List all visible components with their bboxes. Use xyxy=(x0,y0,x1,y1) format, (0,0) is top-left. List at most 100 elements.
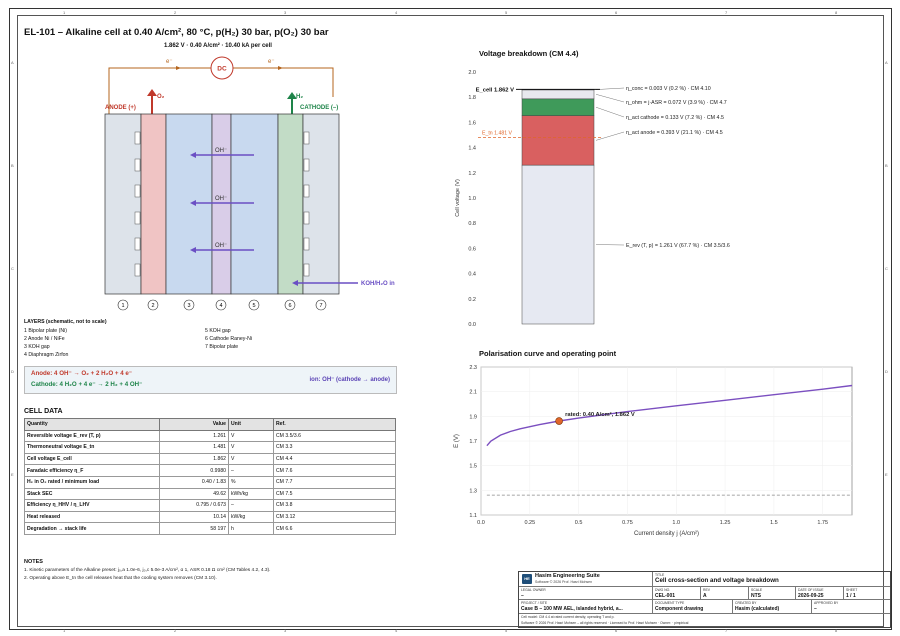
cell-quantity: Heat released xyxy=(24,510,160,524)
y-tick-label: 1.3 xyxy=(469,488,477,494)
external-circuit-wire-right xyxy=(233,67,334,97)
zone-label-v: D xyxy=(885,369,888,374)
zone-label-h: 6 xyxy=(615,628,618,633)
zone-label-h: 4 xyxy=(395,10,398,15)
leader-line xyxy=(595,87,625,90)
notes-title: NOTES xyxy=(24,559,43,565)
tb-doctype-label: DOCUMENT TYPE xyxy=(655,601,685,605)
zone-label-h: 1 xyxy=(63,628,66,633)
tb-created-label: CREATED BY xyxy=(735,601,757,605)
zone-label-h: 2 xyxy=(174,628,177,633)
cell-value: 0.795 / 0.673 xyxy=(159,499,229,512)
tb-date-value: 2026-09-25 xyxy=(798,593,824,599)
tb-title-value: Cell cross-section and voltage breakdown xyxy=(655,577,779,584)
anode-reaction: Anode: 4 OH⁻ → O₂ + 2 H₂O + 4 e⁻ xyxy=(31,370,133,377)
cell-unit: – xyxy=(228,464,274,477)
tb-dwg-label: DWG NO. xyxy=(655,588,671,592)
tb-date: DATE OF ISSUE 2026-09-25 xyxy=(796,587,844,600)
y-tick-label: 0.6 xyxy=(468,246,476,252)
title-block: HE Hasim Engineering Suite Software © 20… xyxy=(518,571,891,628)
tb-dwg-value: CEL-001 xyxy=(655,593,676,599)
drawing-border xyxy=(9,8,892,630)
dc-source-icon xyxy=(210,56,234,80)
layer-item: 7 Bipolar plate xyxy=(205,344,239,350)
y-tick-label: 1.8 xyxy=(468,95,476,101)
cell-quantity: Thermoneutral voltage E_tn xyxy=(24,441,160,454)
y-tick-label: 1.6 xyxy=(468,120,476,126)
table-row: Heat released 10.14 kW/kg CM 3.12 xyxy=(24,510,396,524)
layer-number-markers: 1 2 3 4 5 6 7 xyxy=(117,299,327,311)
reactions-box: Anode: 4 OH⁻ → O₂ + 2 H₂O + 4 e⁻ Cathode… xyxy=(24,366,397,394)
tb-sheet-value: 1 / 1 xyxy=(846,593,856,599)
y-tick-label: 0.8 xyxy=(468,221,476,227)
y-tick-label: 0.0 xyxy=(468,322,476,328)
zone-label-h: 7 xyxy=(725,628,728,633)
zone-label-h: 3 xyxy=(284,628,287,633)
tb-footnote-2: Software © 2026 Prof. Hasri Mohsen – all… xyxy=(521,621,689,625)
bipolar-channels xyxy=(134,131,310,277)
e-tn-label: E_tn 1.481 V xyxy=(482,130,513,136)
tb-owner-value: – xyxy=(521,593,524,599)
tb-scale-value: NTS xyxy=(751,593,761,599)
zone-label-h: 4 xyxy=(395,628,398,633)
zone-label-h: 2 xyxy=(174,10,177,15)
cell-ref: CM 7.6 xyxy=(273,464,396,477)
layer-item: 3 KOH gap xyxy=(24,344,50,350)
tb-doctype: DOCUMENT TYPE Component drawing xyxy=(653,600,733,614)
bar-segment xyxy=(521,89,595,100)
bar-segment xyxy=(521,164,595,325)
cell-unit: kWh/kg xyxy=(228,487,274,501)
electron-left-label: e⁻ xyxy=(166,59,173,65)
y-tick-label: 1.0 xyxy=(468,196,476,202)
cell-value: 1.481 xyxy=(159,441,229,454)
y-axis-label: E (V) xyxy=(454,434,460,448)
y-tick-label: 1.2 xyxy=(468,171,476,177)
tb-created-value: Hasim (calculated) xyxy=(735,606,780,612)
cell-value: 10.14 xyxy=(159,510,229,524)
oh-ion-arrows: OH⁻ OH⁻ OH⁻ xyxy=(190,148,254,253)
cell-quantity: Cell voltage E_cell xyxy=(24,452,160,466)
zone-label-h: 5 xyxy=(505,628,508,633)
oh-label-2: OH⁻ xyxy=(215,196,227,202)
cell-ref: CM 3.3 xyxy=(273,441,396,454)
table-row: Thermoneutral voltage E_tn 1.481 V CM 3.3 xyxy=(24,441,396,454)
tb-owner: LEGAL OWNER – xyxy=(519,587,653,600)
tb-sheet-label: SHEET xyxy=(846,588,858,592)
zone-label-h: 5 xyxy=(505,10,508,15)
cell-value: 49.62 xyxy=(159,487,229,501)
layer-number-3: 3 xyxy=(187,303,190,309)
table-row: Reversible voltage E_rev (T, p) 1.261 V CM … xyxy=(24,429,396,443)
electron-arrow-right-icon xyxy=(278,66,283,70)
tb-approved-value: – xyxy=(814,606,817,612)
layer-item: 4 Diaphragm Zirfon xyxy=(24,352,69,358)
drawing-inner-border xyxy=(17,15,884,627)
zone-label-h: 3 xyxy=(284,10,287,15)
col-value: Value xyxy=(159,418,229,431)
operating-point-label: rated: 0.40 A/cm², 1.862 V xyxy=(565,411,635,418)
tb-created: CREATED BY Hasim (calculated) xyxy=(733,600,812,614)
cell-unit: V xyxy=(228,452,274,466)
layer-number-5: 5 xyxy=(252,303,255,309)
table-row: Cell voltage E_cell 1.862 V CM 4.4 xyxy=(24,452,396,466)
page-title: EL-101 – Alkaline cell at 0.40 A/cm², 80… xyxy=(24,27,329,38)
o2-label: O₂ xyxy=(157,94,165,100)
cell-ref: CM 3.12 xyxy=(273,510,396,524)
cell-quantity: Efficiency η_HHV / η_LHV xyxy=(24,499,160,512)
layer-diaphragm xyxy=(211,113,232,295)
layer-cathode xyxy=(277,113,304,295)
tb-title-label: TITLE xyxy=(655,573,665,577)
layer-item: 5 KOH gap xyxy=(205,328,231,334)
segment-label: η_act cathode = 0.133 V (7.2 %) · CM 4.5 xyxy=(626,115,724,121)
zone-label-h: 7 xyxy=(725,10,728,15)
polarisation-chart-title: Polarisation curve and operating point xyxy=(479,349,617,358)
operating-point xyxy=(555,417,563,425)
cell-unit: V xyxy=(228,441,274,454)
y-tick-label: 2.3 xyxy=(469,365,477,371)
zone-label-h: 8 xyxy=(835,628,838,633)
y-tick-label: 0.4 xyxy=(468,272,476,278)
table-row: H₂ in O₂ rated / minimum load 0.40 / 1.83… xyxy=(24,475,396,489)
segment-label: η_ohm = j·ASR = 0.072 V (3.9 %) · CM 4.7 xyxy=(626,100,727,106)
tb-owner-label: LEGAL OWNER xyxy=(521,588,546,592)
zone-label-v: B xyxy=(885,163,888,168)
cell-unit: % xyxy=(228,475,274,489)
